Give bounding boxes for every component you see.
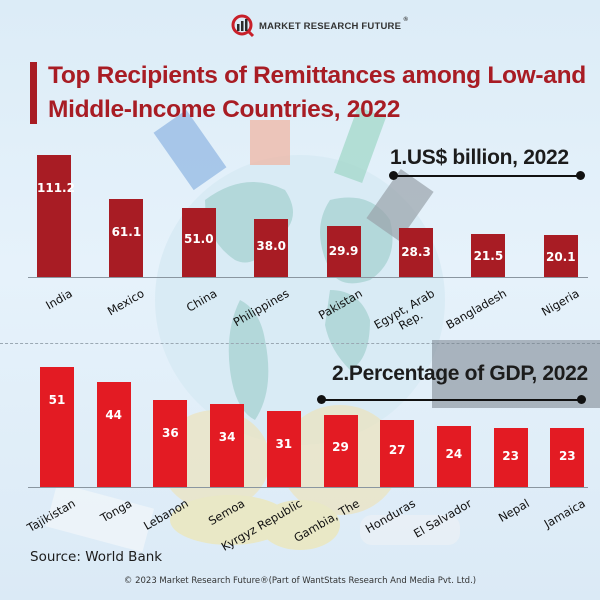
- bar-value-label: 23: [502, 448, 519, 463]
- bar-tonga: 44: [96, 382, 131, 487]
- brand-name: MARKET RESEARCH FUTURE ®: [259, 17, 408, 32]
- bar-value-label: 111.2: [37, 180, 75, 195]
- underline-dot-right: [576, 171, 585, 180]
- source-note: Source: World Bank: [30, 549, 163, 565]
- bar-mexico: 61.1: [109, 198, 144, 277]
- bar-value-label: 29: [332, 440, 349, 455]
- bar-value-label: 20.1: [545, 249, 576, 264]
- brand-logo: MARKET RESEARCH FUTURE ®: [231, 14, 408, 38]
- decorative-gray-panel: [432, 340, 600, 408]
- title-accent-bar: [30, 62, 37, 124]
- page-title: Top Recipients of Remittances among Low-…: [48, 62, 586, 123]
- chart-title-usd: 1.US$ billion, 2022: [390, 146, 569, 169]
- x-axis-baseline: [28, 277, 588, 278]
- bar-jamaica: 23: [550, 428, 585, 487]
- bar-value-label: 31: [275, 436, 293, 451]
- bar-pakistan: 29.9: [326, 226, 361, 277]
- bar-china: 51.0: [181, 207, 216, 277]
- x-axis-baseline: [28, 487, 588, 488]
- bar-value-label: 44: [105, 408, 123, 423]
- bar-semoa: 34: [210, 404, 245, 487]
- bar-nepal: 23: [493, 428, 528, 487]
- bar-value-label: 23: [558, 448, 576, 463]
- copyright-footer: © 2023 Market Research Future®(Part of W…: [123, 576, 477, 586]
- bar-value-label: 27: [388, 443, 406, 458]
- bar-honduras: 27: [380, 419, 415, 487]
- building-illustrations: [153, 106, 434, 242]
- bar-bangladesh: 21.5: [471, 233, 506, 277]
- brand-name-text: MARKET RESEARCH FUTURE: [259, 20, 402, 32]
- bar-india: 111.2: [37, 154, 75, 277]
- bar-nigeria: 20.1: [543, 234, 578, 277]
- bar-value-label: 51: [48, 392, 66, 407]
- bar-value-label: 28.3: [401, 244, 431, 259]
- chart-title-underline: [322, 399, 582, 401]
- bar-value-label: 21.5: [473, 248, 504, 263]
- logo-magnifier-chart-icon: [231, 14, 255, 38]
- bar-value-label: 61.1: [111, 224, 142, 239]
- bar-kyrgyz-republic: 31: [266, 410, 301, 487]
- bar-value-label: 34: [218, 430, 236, 445]
- underline-dot-left: [389, 171, 398, 180]
- document-illustration: [45, 482, 460, 553]
- underline-dot-right: [577, 395, 586, 404]
- bar-lebanon: 36: [153, 399, 188, 487]
- bar-value-label: 36: [162, 425, 179, 440]
- bar-el-salvador: 24: [436, 426, 471, 487]
- bar-tajikistan: 51: [40, 366, 74, 487]
- bar-value-label: 29.9: [328, 244, 359, 259]
- registered-mark: ®: [403, 16, 409, 23]
- bar-gambia-the: 29: [323, 415, 358, 487]
- chart-title-underline: [394, 175, 580, 177]
- chart-title-gdp: 2.Percentage of GDP, 2022: [332, 362, 588, 385]
- bar-egypt-arab-rep: 28.3: [399, 227, 433, 277]
- bar-philippines: 38.0: [254, 219, 289, 277]
- bar-value-label: 24: [445, 447, 463, 462]
- underline-dot-left: [317, 395, 326, 404]
- bar-value-label: 38.0: [256, 239, 286, 254]
- section-divider: [0, 343, 600, 344]
- bar-value-label: 51.0: [183, 232, 214, 247]
